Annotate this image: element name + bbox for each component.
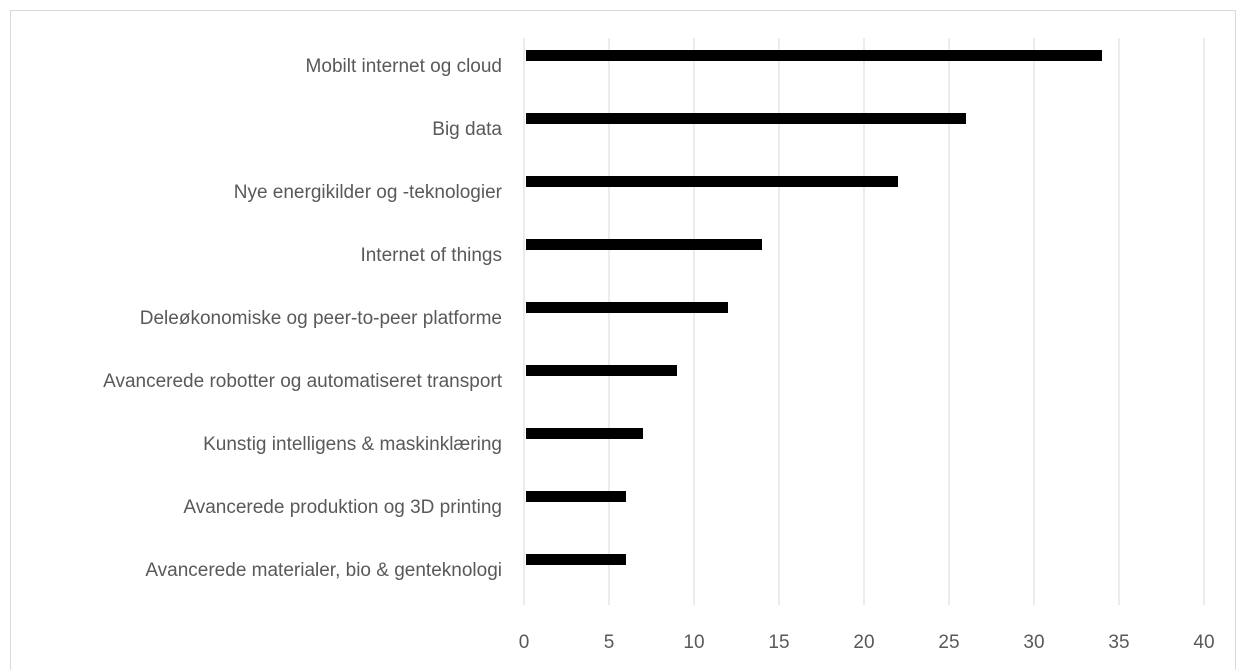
bar [526,491,626,502]
category-label: Internet of things [360,245,502,266]
category-label: Nye energikilder og -teknologier [234,182,503,203]
bars [526,50,1102,565]
category-label: Avancerede materialer, bio & genteknolog… [145,560,502,581]
category-label: Avancerede robotter og automatiseret tra… [103,371,503,392]
x-tick-label: 30 [1023,632,1044,653]
x-tick-label: 5 [604,632,615,653]
x-tick-label: 10 [683,632,704,653]
category-labels: Mobilt internet og cloud Big data Nye ener… [103,56,503,581]
x-tick-label: 0 [519,632,530,653]
bar [526,365,677,376]
bar [526,302,728,313]
bar [526,239,762,250]
x-tick-label: 40 [1193,632,1214,653]
x-tick-label: 20 [853,632,874,653]
bar [526,554,626,565]
category-label: Big data [432,119,502,140]
category-label: Mobilt internet og cloud [306,56,502,77]
category-label: Avancerede produktion og 3D printing [183,497,502,518]
category-label: Kunstig intelligens & maskinklæring [203,434,502,455]
category-label: Deleøkonomiske og peer-to-peer platforme [140,308,502,329]
bar [526,428,643,439]
bar [526,176,898,187]
grid-lines [523,38,1205,605]
x-tick-label: 25 [938,632,959,653]
bar [526,113,966,124]
x-tick-label: 15 [768,632,789,653]
x-tick-label: 35 [1108,632,1129,653]
bar [526,50,1102,61]
x-tick-labels: 0 5 10 15 20 25 30 35 40 [519,632,1215,653]
